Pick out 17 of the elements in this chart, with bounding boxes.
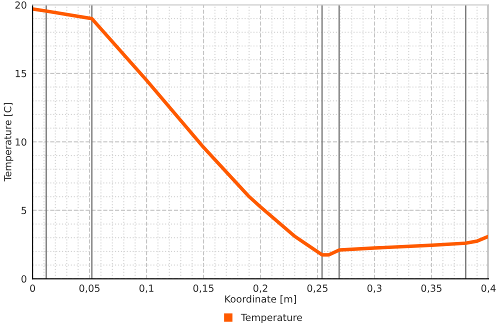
y-axis-title: Temperature [C] bbox=[4, 103, 14, 182]
x-tick-label: 0,2 bbox=[253, 284, 268, 293]
x-tick-label: 0,1 bbox=[139, 284, 154, 293]
x-tick-label: 0,15 bbox=[193, 284, 214, 293]
x-tick-label: 0,4 bbox=[481, 284, 496, 293]
x-tick-label: 0,3 bbox=[367, 284, 382, 293]
x-tick-label: 0,25 bbox=[307, 284, 328, 293]
y-tick-label: 5 bbox=[22, 206, 26, 214]
y-tick-label: 20 bbox=[15, 1, 26, 9]
x-axis-title: Koordinate [m] bbox=[225, 295, 296, 304]
legend-label: Temperature bbox=[240, 314, 302, 323]
y-tick-label: 15 bbox=[16, 70, 26, 78]
y-tick-label: 0 bbox=[21, 275, 26, 283]
y-tick-label: 10 bbox=[16, 138, 26, 146]
x-tick-label: 0,05 bbox=[79, 284, 100, 293]
x-tick-label: 0,35 bbox=[421, 284, 442, 293]
x-tick-label: 0 bbox=[30, 284, 36, 292]
